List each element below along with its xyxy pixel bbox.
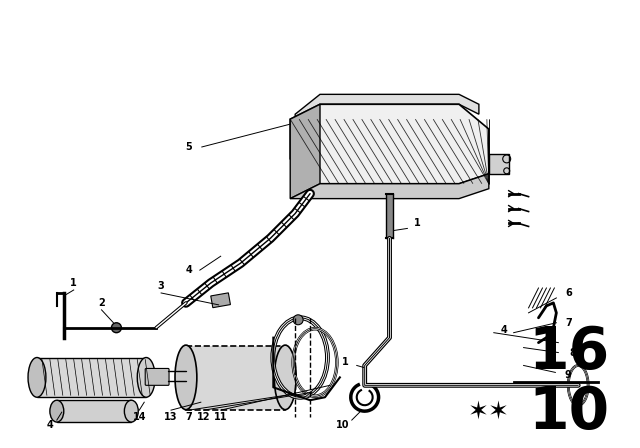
Polygon shape	[295, 95, 479, 124]
Text: 1: 1	[414, 219, 420, 228]
Text: 1: 1	[342, 358, 348, 367]
Text: 10: 10	[529, 383, 610, 441]
Text: 7: 7	[186, 412, 192, 422]
Text: 4: 4	[47, 420, 53, 430]
Text: 9: 9	[565, 370, 572, 380]
Text: 13: 13	[164, 412, 178, 422]
Text: 8: 8	[570, 348, 577, 358]
Bar	[211, 293, 230, 308]
Text: 16: 16	[529, 324, 610, 381]
Ellipse shape	[137, 358, 155, 397]
Text: 3: 3	[157, 281, 164, 291]
Ellipse shape	[50, 400, 64, 422]
Circle shape	[293, 315, 303, 325]
Text: 14: 14	[132, 412, 146, 422]
Bar	[37, 358, 146, 397]
FancyBboxPatch shape	[145, 368, 169, 385]
Polygon shape	[290, 174, 489, 198]
Polygon shape	[290, 104, 489, 184]
Text: 12: 12	[197, 412, 211, 422]
Text: 5: 5	[186, 142, 192, 152]
Text: 1: 1	[70, 278, 77, 288]
Text: ✶✶: ✶✶	[468, 400, 510, 424]
Text: 4: 4	[186, 265, 192, 275]
Ellipse shape	[124, 400, 138, 422]
Text: 11: 11	[214, 412, 227, 422]
Text: 10: 10	[336, 420, 349, 430]
Ellipse shape	[175, 345, 197, 409]
Circle shape	[111, 323, 122, 333]
Text: 6: 6	[565, 288, 572, 298]
Text: 7: 7	[565, 318, 572, 328]
Bar	[186, 345, 285, 410]
Ellipse shape	[275, 345, 296, 409]
Bar	[57, 400, 131, 422]
Text: 2: 2	[98, 298, 105, 308]
Text: 4: 4	[500, 325, 507, 335]
Ellipse shape	[28, 358, 46, 397]
Polygon shape	[489, 154, 509, 174]
Bar	[385, 194, 394, 238]
Polygon shape	[290, 104, 320, 198]
